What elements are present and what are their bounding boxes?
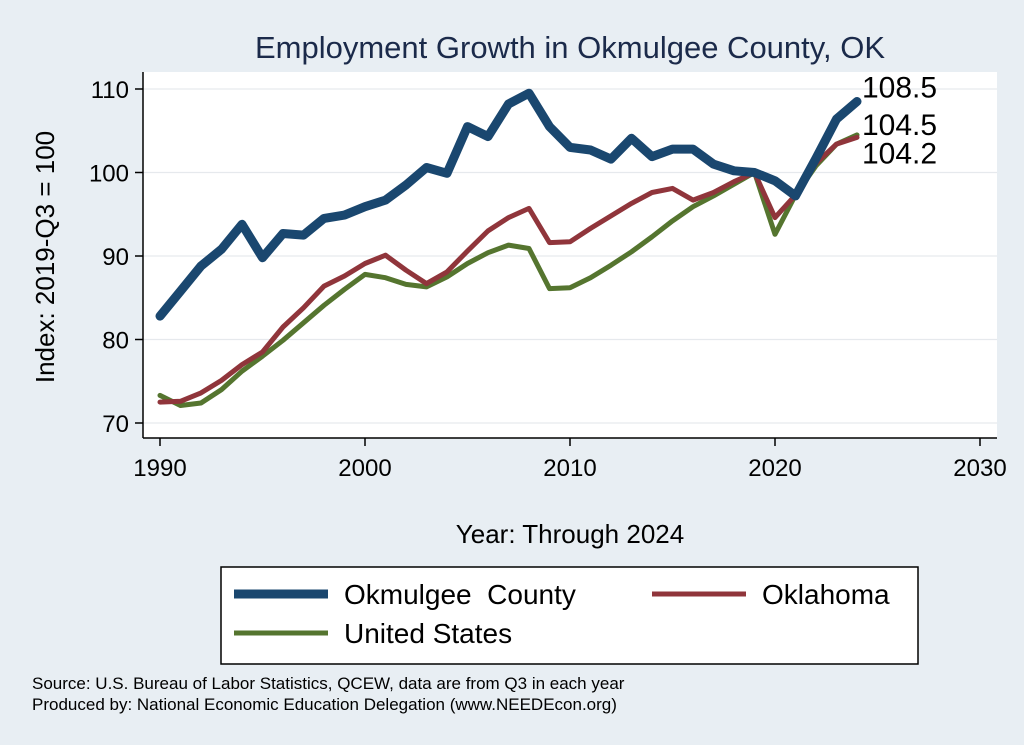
axes: 70 80 90 100 110 1990 2000 2010 2020 2030 [89, 72, 1007, 482]
chart-title: Employment Growth in Okmulgee County, OK [255, 30, 885, 65]
legend: Okmulgee County Oklahoma United States [220, 566, 919, 665]
end-label-oklahoma: 104.2 [862, 137, 937, 170]
series-line-oklahoma [157, 134, 860, 405]
series-line-okmulgee-county [155, 88, 862, 321]
series-lines [155, 88, 862, 408]
y-tick-label: 80 [102, 328, 129, 355]
producer-note: Produced by: National Economic Education… [32, 695, 617, 714]
plot-area [143, 72, 997, 438]
x-tick-label: 2000 [338, 455, 391, 482]
source-note: Source: U.S. Bureau of Labor Statistics,… [32, 674, 625, 693]
x-tick-label: 2020 [748, 455, 801, 482]
legend-label-okmulgee-county: Okmulgee County [344, 579, 576, 610]
x-tick-label: 2030 [953, 455, 1006, 482]
y-tick-label: 90 [102, 244, 129, 271]
y-tick-label: 100 [89, 161, 129, 188]
legend-box [220, 566, 919, 665]
x-axis-label: Year: Through 2024 [456, 519, 684, 549]
y-tick-label: 70 [102, 411, 129, 438]
legend-label-oklahoma: Oklahoma [762, 579, 890, 610]
y-axis-label: Index: 2019-Q3 = 100 [30, 131, 60, 383]
legend-label-united-states: United States [344, 618, 512, 649]
end-label-okmulgee-county: 108.5 [862, 72, 937, 105]
end-label-united-states: 104.5 [862, 109, 937, 142]
y-tick-label: 110 [91, 77, 129, 104]
x-tick-label: 1990 [133, 455, 186, 482]
x-tick-label: 2010 [543, 455, 596, 482]
